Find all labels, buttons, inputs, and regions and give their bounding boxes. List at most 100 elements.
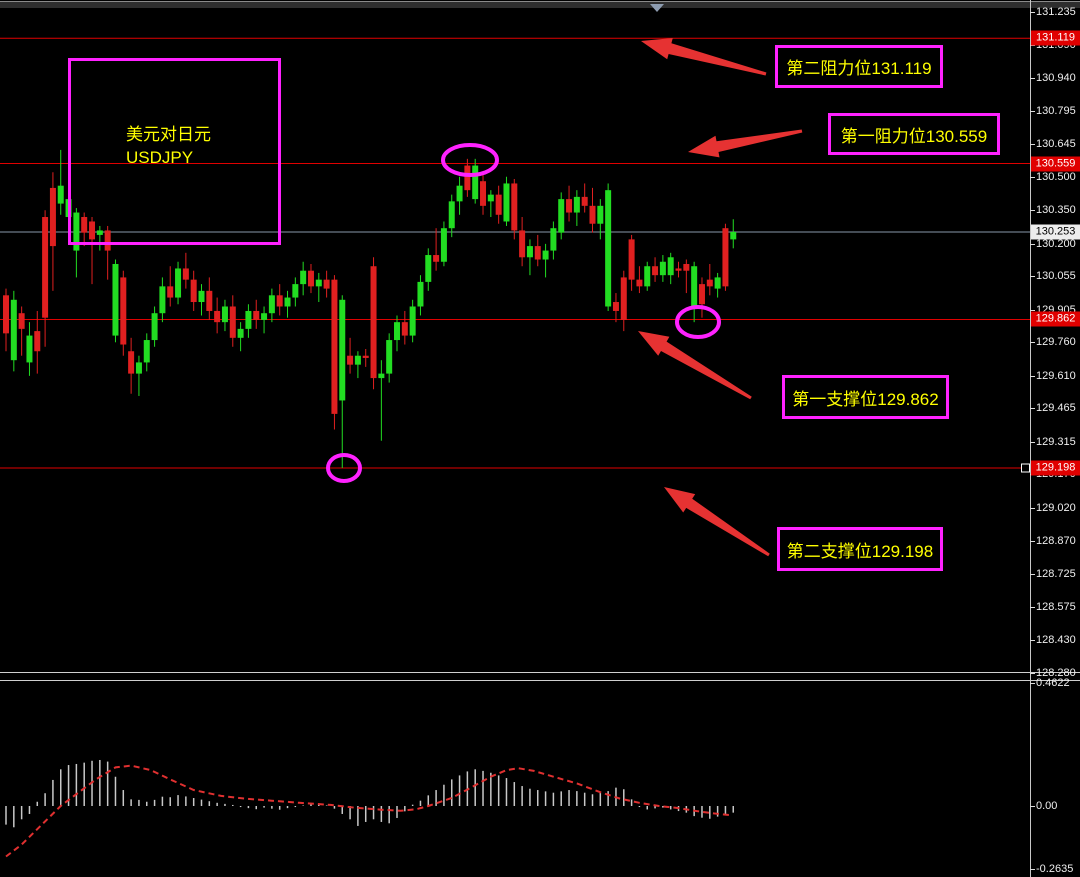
symbol-annotation-box[interactable]: 美元对日元 USDJPY <box>68 58 281 245</box>
candle <box>167 286 174 298</box>
panel-separator-top[interactable] <box>0 672 1080 673</box>
candle <box>472 165 479 200</box>
candle <box>10 299 17 361</box>
axis-tick-mark <box>1030 507 1035 509</box>
candle <box>714 277 721 289</box>
indicator-tick-label: 0.4622 <box>1036 677 1070 690</box>
level-price-tag-129.198: 129.198 <box>1031 460 1080 476</box>
candle <box>550 228 557 251</box>
price-tick-label: 129.465 <box>1036 402 1076 415</box>
axis-tick-mark <box>1030 276 1035 278</box>
candle <box>691 266 698 307</box>
candle <box>722 228 729 287</box>
candle <box>534 246 541 260</box>
candle <box>597 205 604 224</box>
highlight-ellipse-2[interactable] <box>675 305 721 339</box>
candle <box>323 279 330 289</box>
candle <box>362 355 369 358</box>
top-scrollbar-strip[interactable] <box>0 1 1080 8</box>
candle <box>698 284 705 305</box>
callout-resistance-2[interactable]: 第二阻力位131.119 <box>775 45 943 88</box>
highlight-ellipse-3[interactable] <box>326 453 362 483</box>
symbol-title-en: USDJPY <box>126 148 194 167</box>
macd-signal-line <box>5 764 730 858</box>
level-price-tag-130.559: 130.559 <box>1031 156 1080 172</box>
candle <box>229 306 236 338</box>
candle <box>284 297 291 307</box>
candle <box>589 205 596 224</box>
candle <box>120 277 127 345</box>
price-tick-label: 129.760 <box>1036 336 1076 349</box>
candle <box>268 295 275 314</box>
line-drag-handle[interactable] <box>1021 463 1030 473</box>
candle <box>566 199 573 213</box>
price-tick-label: 130.200 <box>1036 237 1076 250</box>
pointer-arrow-2[interactable] <box>688 129 803 158</box>
candle <box>96 230 103 235</box>
candle <box>214 310 221 323</box>
candle <box>143 340 150 363</box>
candle <box>135 362 142 374</box>
price-tick-label: 131.235 <box>1036 6 1076 19</box>
candle <box>182 268 189 280</box>
axis-tick-mark <box>1030 176 1035 178</box>
candle <box>331 279 338 414</box>
price-tick-label: 129.315 <box>1036 435 1076 448</box>
scroll-position-marker-icon[interactable] <box>650 4 664 12</box>
candle <box>667 257 674 276</box>
candle <box>245 310 252 329</box>
candle <box>730 232 737 240</box>
candle <box>276 295 283 307</box>
candle <box>128 351 135 374</box>
price-tick-label: 128.725 <box>1036 567 1076 580</box>
candle <box>315 279 322 287</box>
axis-tick-mark <box>1030 869 1035 870</box>
candle <box>503 183 510 222</box>
candle <box>558 199 565 233</box>
callout-resistance-1[interactable]: 第一阻力位130.559 <box>828 113 1000 155</box>
candle <box>26 335 33 363</box>
price-tick-label: 128.280 <box>1036 667 1076 680</box>
candle <box>401 322 408 336</box>
axis-tick-mark <box>1030 441 1035 443</box>
axis-tick-mark <box>1030 806 1035 807</box>
candle <box>573 196 580 213</box>
candle <box>448 201 455 229</box>
callout-support-1-label: 第一支撑位129.862 <box>792 389 939 409</box>
highlight-ellipse-1[interactable] <box>441 143 499 177</box>
pointer-arrow-1[interactable] <box>641 38 767 76</box>
candle <box>425 255 432 282</box>
axis-tick-mark <box>1030 309 1035 311</box>
price-axis-line <box>1030 0 1031 877</box>
candle <box>261 313 268 320</box>
candle <box>18 313 25 329</box>
axis-tick-mark <box>1030 12 1035 14</box>
axis-tick-mark <box>1030 573 1035 575</box>
pointer-arrow-4[interactable] <box>664 487 770 557</box>
pointer-arrow-3[interactable] <box>638 331 752 400</box>
candle <box>480 181 487 206</box>
candle <box>706 279 713 287</box>
callout-support-1[interactable]: 第一支撑位129.862 <box>782 375 949 419</box>
price-tick-label: 128.430 <box>1036 633 1076 646</box>
panel-separator-bottom[interactable] <box>0 680 1080 681</box>
axis-tick-mark <box>1030 607 1035 609</box>
indicator-tick-label: -0.2635 <box>1036 863 1074 875</box>
candle <box>542 250 549 260</box>
candle <box>151 313 158 341</box>
candle <box>89 221 96 240</box>
symbol-title-cn: 美元对日元 <box>126 125 211 144</box>
candle <box>620 277 627 320</box>
indicator-tick-label: 0.00 <box>1036 800 1058 812</box>
candle <box>659 261 666 276</box>
candle <box>104 230 111 251</box>
candle <box>206 290 213 311</box>
callout-support-2[interactable]: 第二支撑位129.198 <box>777 527 943 571</box>
candle <box>628 239 635 280</box>
symbol-title: 美元对日元 USDJPY <box>126 123 211 169</box>
price-tick-label: 129.610 <box>1036 369 1076 382</box>
candle <box>49 187 56 247</box>
candle <box>175 268 182 298</box>
candle <box>354 355 361 365</box>
